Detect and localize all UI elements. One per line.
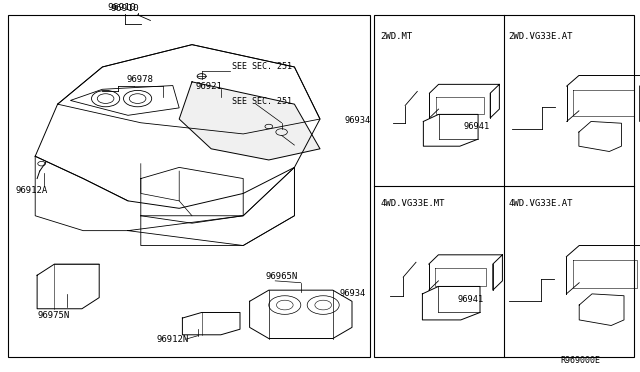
Text: 96975N: 96975N (37, 311, 69, 320)
Text: 96934: 96934 (344, 116, 371, 125)
Text: 4WD.VG33E.AT: 4WD.VG33E.AT (509, 199, 573, 208)
Text: 96921: 96921 (195, 82, 222, 91)
Text: 96934: 96934 (339, 289, 365, 298)
Text: 96910: 96910 (108, 3, 136, 12)
Polygon shape (179, 82, 320, 160)
Text: R969000E: R969000E (560, 356, 600, 365)
Text: 96941: 96941 (458, 295, 484, 304)
Text: 96965N: 96965N (266, 272, 298, 281)
Text: 96912A: 96912A (16, 186, 48, 195)
Bar (374, 15, 634, 357)
Text: 4WD.VG33E.MT: 4WD.VG33E.MT (381, 199, 445, 208)
Text: 96912N: 96912N (157, 335, 189, 344)
Text: 96910: 96910 (111, 4, 139, 13)
Text: SEE SEC. 251: SEE SEC. 251 (232, 62, 292, 71)
Text: 96978: 96978 (127, 75, 154, 84)
Bar (8, 15, 370, 357)
Text: 96941: 96941 (463, 122, 490, 131)
Text: 2WD.VG33E.AT: 2WD.VG33E.AT (509, 32, 573, 41)
Text: SEE SEC. 251: SEE SEC. 251 (232, 97, 292, 106)
Text: 2WD.MT: 2WD.MT (381, 32, 413, 41)
